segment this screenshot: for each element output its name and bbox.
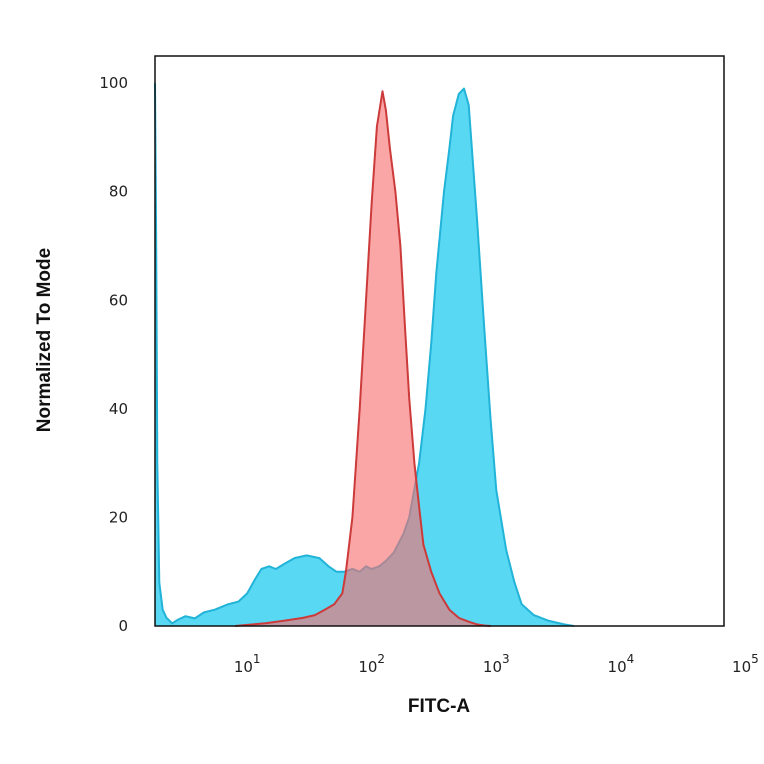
x-tick-label: 104 bbox=[608, 652, 635, 676]
x-axis-ticks: 101 102 103 104 105 bbox=[234, 652, 759, 676]
y-tick-label: 40 bbox=[109, 400, 128, 418]
plot-frame bbox=[154, 55, 725, 627]
y-axis-ticks: 0 20 40 60 80 100 bbox=[99, 74, 128, 635]
y-tick-label: 60 bbox=[109, 291, 128, 309]
y-tick-label: 0 bbox=[118, 617, 128, 635]
series-2-line bbox=[235, 90, 491, 627]
x-tick-label: 102 bbox=[358, 652, 385, 676]
y-tick-label: 20 bbox=[109, 508, 128, 526]
series-1-area bbox=[155, 83, 574, 627]
x-tick-label: 105 bbox=[732, 652, 759, 676]
y-tick-label: 80 bbox=[109, 183, 128, 201]
plot-area bbox=[154, 83, 575, 627]
x-tick-label: 103 bbox=[483, 652, 510, 676]
y-tick-label: 100 bbox=[99, 74, 128, 92]
x-axis-title: FITC-A bbox=[408, 696, 471, 717]
y-axis-title: Normalized To Mode bbox=[34, 248, 55, 432]
x-tick-label: 101 bbox=[234, 652, 261, 676]
